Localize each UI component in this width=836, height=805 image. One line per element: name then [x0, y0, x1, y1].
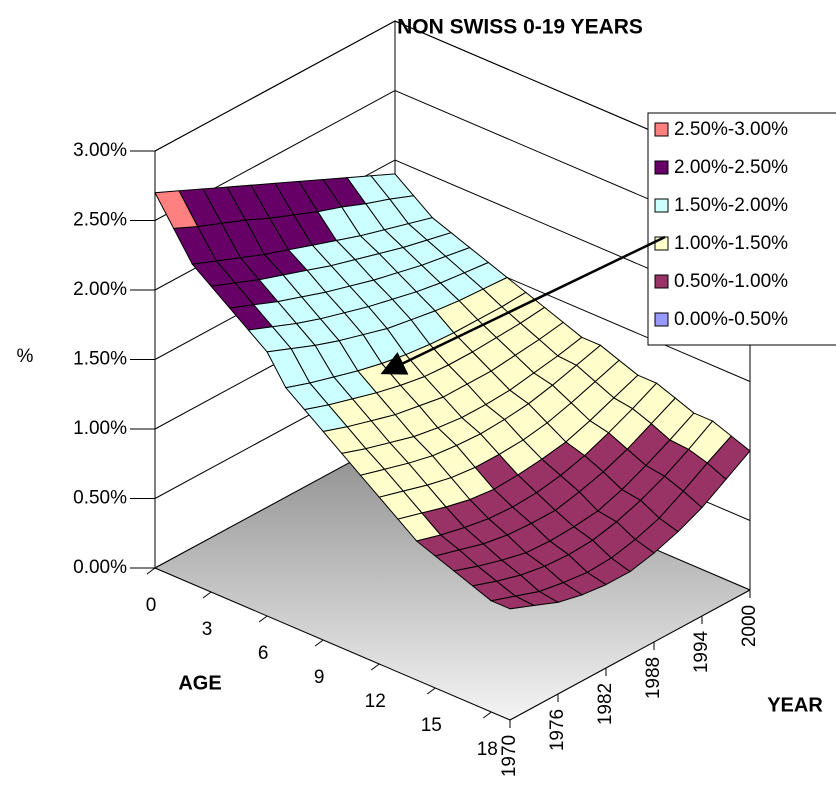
x-tick	[370, 663, 380, 671]
legend-label: 0.50%-1.00%	[674, 271, 788, 292]
x-tick	[146, 567, 156, 575]
legend-swatch	[654, 122, 669, 137]
surface-cell	[489, 595, 536, 610]
z-tick-label: 2.00%	[73, 279, 127, 300]
surface	[154, 173, 751, 610]
legend-label: 0.00%-0.50%	[674, 309, 788, 330]
x-axis-title: AGE	[178, 672, 221, 694]
x-tick-label: 0	[146, 595, 157, 616]
y-tick-label: 1976	[547, 709, 568, 751]
z-tick-label: 3.00%	[73, 140, 127, 161]
labels: 0.00% 0.50% 1.00% 1.50% 2.00% 2.50% 3.00% 0 3 6 9 1…	[73, 140, 760, 777]
x-tick-label: 3	[202, 619, 213, 640]
legend-box	[647, 112, 836, 346]
y-tick-label: 1988	[643, 657, 664, 699]
x-tick	[202, 591, 212, 599]
legend: 2.50%-3.00% 2.00%-2.50% 1.50%-2.00% 1.00%-1…	[654, 119, 788, 330]
grid-line	[154, 89, 751, 243]
z-tick-label: 1.50%	[73, 349, 127, 370]
legend-swatch	[654, 198, 669, 213]
legend-swatch	[654, 274, 669, 289]
z-tick-label: 0.50%	[73, 488, 127, 509]
z-axis-title: %	[17, 346, 34, 367]
x-axis	[154, 567, 511, 721]
x-tick-label: 6	[258, 643, 269, 664]
grid-line	[154, 20, 751, 174]
legend-label: 1.50%-2.00%	[674, 195, 788, 216]
z-tick-label: 0.00%	[73, 557, 127, 578]
x-tick-label: 9	[314, 667, 325, 688]
y-axis	[509, 589, 751, 721]
arrow	[380, 235, 666, 375]
y-axis-title: YEAR	[767, 694, 823, 716]
legend-swatch	[654, 160, 669, 175]
x-tick	[483, 711, 492, 719]
legend-label: 2.00%-2.50%	[674, 157, 788, 178]
y-tick-label: 1970	[499, 735, 520, 777]
chart-title: NON SWISS 0-19 YEARS	[397, 16, 643, 39]
x-tick	[314, 639, 324, 647]
y-tick-label: 1982	[595, 683, 616, 725]
legend-swatch	[654, 312, 669, 327]
y-tick-label: 1994	[691, 630, 712, 673]
x-tick-label: 12	[365, 691, 386, 712]
legend-label: 1.00%-1.50%	[674, 233, 788, 254]
x-tick	[258, 615, 268, 623]
x-tick	[426, 687, 436, 695]
legend-label: 2.50%-3.00%	[674, 119, 788, 140]
z-tick-label: 1.00%	[73, 418, 127, 439]
x-tick-label: 18	[477, 739, 498, 760]
z-tick-label: 2.50%	[73, 210, 127, 231]
x-tick-label: 15	[421, 715, 442, 736]
y-tick-label: 2000	[739, 605, 760, 647]
